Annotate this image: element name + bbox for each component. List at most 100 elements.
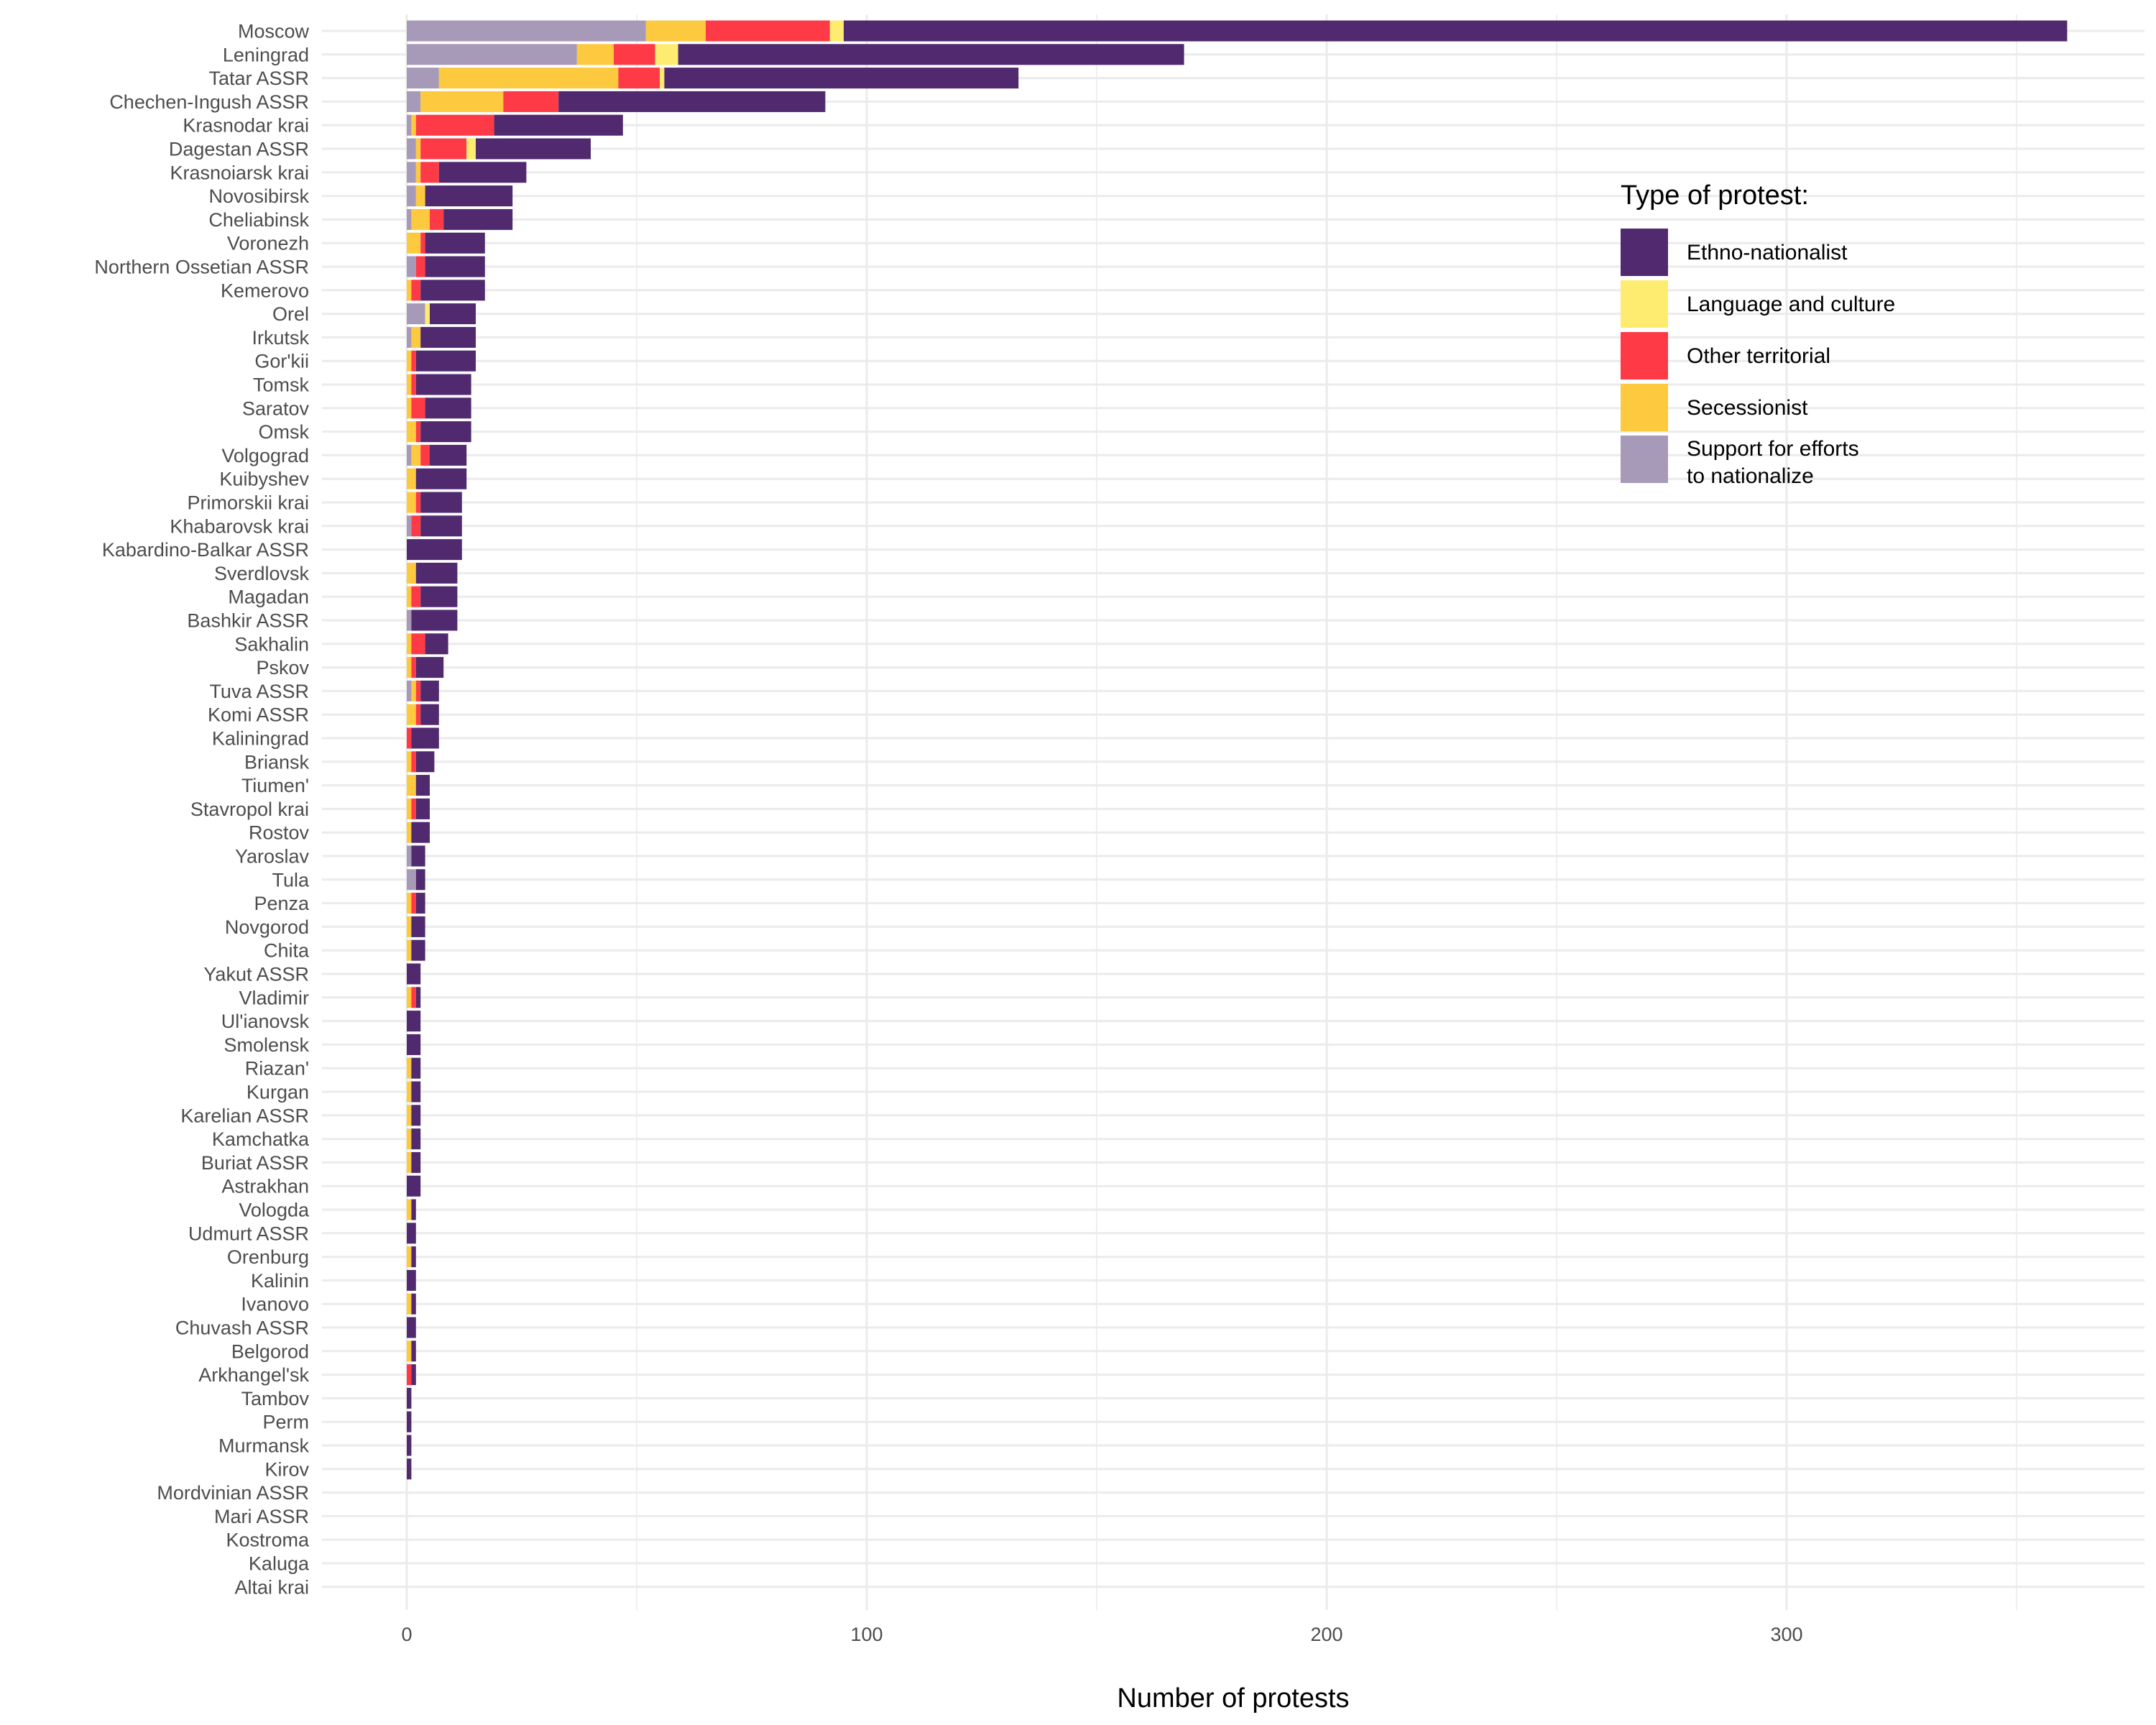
category-label: Murmansk [218,1435,310,1457]
category-label: Irkutsk [252,327,309,349]
category-label: Novosibirsk [208,185,309,207]
bar-segment [407,1317,416,1338]
bar-segment [443,208,513,230]
bar-segment [411,822,430,843]
legend-label: Support for efforts to nationalize [1687,437,1859,488]
bar-segment [407,704,416,725]
category-label: Voronezh [227,233,309,254]
bar-segment [415,185,425,207]
bar-segment [476,138,591,160]
category-label: Stavropol krai [190,799,309,820]
bar-segment [407,421,416,443]
bar-segment [411,1081,421,1103]
bar-segment [660,68,665,89]
category-label: Chechen-Ingush ASSR [109,91,309,113]
bar-segment [411,1293,416,1315]
category-label: Tiumen' [241,775,309,796]
category-label: Vladimir [239,987,309,1008]
bar-segment [407,444,412,466]
bar-segment [407,633,412,655]
bar-segment [411,114,416,136]
bar-segment [430,303,476,325]
category-label: Sakhalin [234,633,309,655]
category-label: Komi ASSR [208,704,309,726]
bar-segment [411,727,439,749]
category-label: Kaliningrad [212,728,309,750]
category-label: Orenburg [227,1246,309,1268]
bar-segment [420,162,439,183]
category-label: Omsk [259,421,310,443]
bar-segment [411,444,421,466]
legend-title: Type of protest: [1621,180,1809,211]
bar-segment [415,751,435,773]
bar-segment [420,232,425,254]
bar-segment [420,326,476,348]
category-label: Astrakhan [221,1176,309,1197]
bar-segment [415,680,421,702]
bar-segment [407,775,416,796]
category-label: Chuvash ASSR [175,1317,309,1339]
bar-segment [407,1175,421,1197]
bar-segment [407,326,412,348]
bar-segment [411,751,416,773]
bar-segment [466,138,476,160]
bar-segment [411,893,416,914]
bar-segment [411,610,458,631]
legend-label: Language and culture [1687,293,1895,316]
bar-segment [407,1081,412,1103]
category-label: Khabarovsk krai [170,515,309,537]
bar-segment [407,798,412,819]
category-label: Orel [272,303,309,325]
bar-segment [415,657,444,678]
bar-segment [415,704,421,725]
bar-segment [407,1293,412,1315]
category-label: Bashkir ASSR [187,610,309,632]
bars-layer [407,20,2068,1480]
category-label: Kemerovo [221,280,309,301]
bar-segment [420,421,471,443]
bar-segment [407,845,412,867]
bar-segment [420,680,439,702]
category-label: Smolensk [224,1034,309,1056]
bar-segment [411,1246,416,1268]
bar-segment [407,916,412,937]
category-label: Tatar ASSR [208,68,309,89]
bar-segment [407,963,421,985]
bar-segment [829,20,844,42]
bar-segment [415,775,430,796]
bar-segment [415,256,425,277]
legend-key [1621,332,1668,380]
bar-segment [407,1387,412,1409]
bar-segment [415,893,425,914]
category-label: Udmurt ASSR [188,1223,309,1244]
x-tick-label: 300 [1770,1624,1802,1645]
bar-segment [407,1340,412,1362]
bar-segment [411,845,425,867]
category-label: Penza [254,893,310,914]
bar-segment [425,256,485,277]
x-axis-title: Number of protests [1117,1683,1349,1714]
category-label: Kurgan [247,1082,309,1103]
grid-layer [322,14,2145,1610]
bar-segment [411,1364,416,1386]
bar-segment [407,397,412,419]
category-label: Mari ASSR [214,1506,309,1527]
bar-segment [411,586,421,607]
bar-segment [407,893,412,914]
category-label: Vologda [239,1200,310,1221]
bar-segment [407,1034,421,1055]
bar-segment [706,20,830,42]
bar-segment [411,1128,421,1150]
bar-segment [407,822,412,843]
bar-segment [415,562,458,584]
category-label: Magadan [228,586,309,608]
bar-segment [407,987,412,1008]
bar-segment [407,1199,412,1220]
bar-segment [407,350,412,372]
bar-segment [407,727,412,749]
bar-segment [415,987,421,1008]
bar-segment [425,397,471,419]
bar-segment [411,350,416,372]
bar-segment [645,20,706,42]
legend-label: Ethno-nationalist [1687,241,1848,264]
